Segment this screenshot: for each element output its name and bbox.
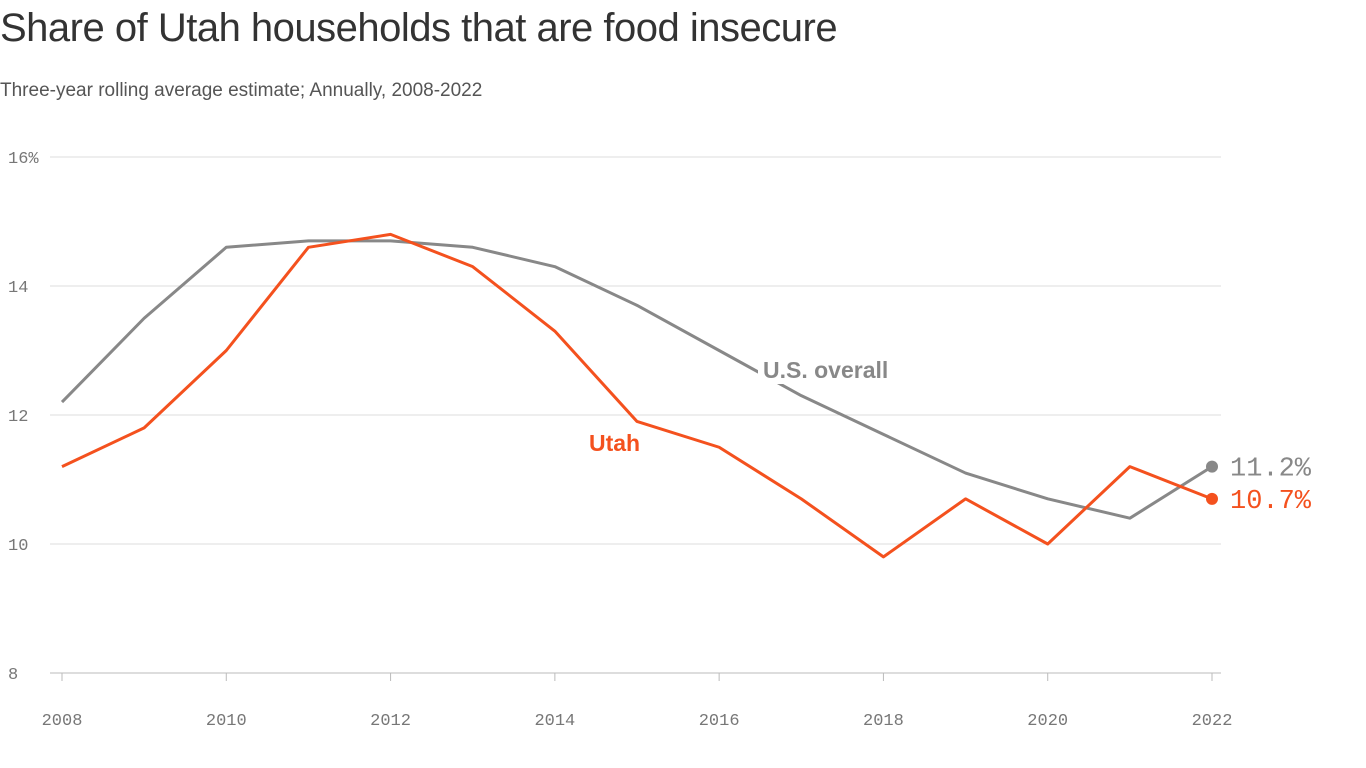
x-tick-label: 2012 — [370, 712, 411, 731]
chart-subtitle: Three-year rolling average estimate; Ann… — [0, 80, 483, 101]
x-tick-label: 2014 — [534, 712, 575, 731]
end-value-label: 11.2% — [1230, 455, 1312, 485]
end-point — [1206, 460, 1218, 473]
series-line-utah — [61, 232, 1213, 559]
y-tick-label: 12 — [8, 408, 28, 427]
end-point — [1206, 492, 1218, 505]
x-tick-label: 2022 — [1192, 712, 1233, 731]
series-line-us — [60, 239, 1213, 520]
y-tick-label: 8 — [8, 666, 18, 685]
y-tick-label: 10 — [8, 537, 28, 556]
series-label-us: U.S. overall — [763, 357, 888, 383]
x-tick-label: 2010 — [206, 712, 247, 731]
end-value-label: 10.7% — [1230, 487, 1312, 517]
y-tick-label: 14 — [8, 279, 28, 298]
x-tick-label: 2018 — [863, 712, 904, 731]
x-tick-label: 2016 — [699, 712, 740, 731]
x-tick-label: 2008 — [42, 712, 83, 731]
y-tick-label: 16% — [8, 150, 39, 169]
label-background — [758, 352, 908, 384]
chart-title: Share of Utah households that are food i… — [0, 6, 838, 50]
x-tick-label: 2020 — [1027, 712, 1068, 731]
series-label-utah: Utah — [589, 430, 640, 456]
